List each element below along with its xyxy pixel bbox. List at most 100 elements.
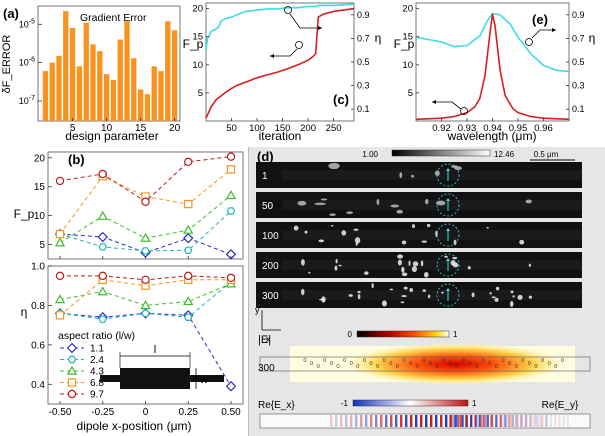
c-eta-arrow — [289, 13, 322, 29]
b-bottom-ytick-label-3: 1.0 — [31, 262, 45, 273]
field-hole-0 — [303, 357, 307, 363]
device-feature-1-4 — [376, 198, 380, 206]
re-ex-stripe-26 — [460, 415, 463, 427]
field-hole-9 — [362, 357, 366, 363]
field-hole-23 — [455, 363, 459, 369]
c-plot-xtick-label-2: 150 — [275, 123, 291, 134]
b-top-point-4-0 — [55, 176, 65, 186]
b-bottom-point-3-0 — [55, 311, 65, 320]
panel-d-label: (d) — [257, 149, 274, 164]
b-bottom-point-4-4 — [226, 273, 236, 283]
device-feature-2-5 — [355, 242, 358, 246]
b-top-point-2-3 — [183, 224, 194, 234]
panel-c-xlabel: iteration — [259, 129, 302, 143]
b-top-point-0-3 — [183, 232, 194, 244]
b-bottom-point-2-0 — [54, 294, 66, 304]
b-top-point-3-0 — [55, 229, 65, 239]
field-hole-30 — [501, 357, 505, 363]
device-feature-4-24 — [403, 286, 408, 290]
device-label-bg-4 — [256, 288, 282, 302]
c-plot-series-0 — [205, 3, 355, 51]
field-hole-34 — [527, 360, 531, 366]
device-feature-3-4 — [308, 271, 311, 274]
device-feature-2-15 — [486, 226, 489, 229]
a-xtick-label-3: 20 — [169, 123, 181, 134]
panel-b: 5 10 15 20 0.4 0.6 0.8 1.0 -0.50 -0.25 0 0.25 0.50 (… — [14, 151, 244, 433]
device-feature-1-3 — [424, 198, 429, 205]
field-hole-17 — [415, 363, 419, 369]
legend-label-2: 4.3 — [90, 367, 104, 378]
device-label-bg-2 — [256, 228, 282, 242]
e-plot-yltick-label-3: 20 — [402, 4, 413, 15]
b-top-point-2-4 — [225, 190, 237, 200]
re-ex-stripe-6 — [360, 415, 363, 427]
re-ey-stripe-2 — [453, 415, 456, 427]
device-feature-4-10 — [489, 291, 492, 295]
c-plot-xtick-label-1: 100 — [249, 123, 265, 134]
a-xtick-label-1: 10 — [101, 123, 113, 134]
field-hole-27 — [481, 357, 485, 363]
device-feature-4-25 — [348, 294, 353, 297]
field-hole-19 — [428, 360, 432, 366]
dipole-arrowhead-2 — [446, 228, 450, 231]
device-feature-3-18 — [528, 263, 531, 268]
re-ex-stripe-3 — [345, 415, 348, 427]
re-ey-stripe-0 — [445, 415, 447, 427]
panel-c: 50 100 150 200 250 5 10 15 20 0.1 0.3 0.5 0.7 0.9 (c)… — [183, 2, 381, 143]
device-feature-4-13 — [517, 294, 523, 300]
re-ex-stripe-20 — [430, 415, 433, 427]
b-bottom-point-4-3 — [184, 271, 193, 281]
dipole-ring-1 — [436, 193, 460, 217]
panel-b-inset: l w — [100, 344, 224, 389]
e-plot-yrtick-label-2: 0.5 — [572, 57, 585, 67]
device-feature-3-9 — [401, 272, 408, 277]
dipole-arrowhead-1 — [446, 198, 450, 201]
device-feature-0-4 — [454, 166, 462, 171]
b-bottom-ytick-label-1: 0.6 — [31, 340, 45, 351]
re-ey-stripe-16 — [512, 415, 515, 427]
device-feature-1-5 — [346, 211, 354, 215]
field-map-outline — [259, 356, 591, 372]
device-feature-3-5 — [335, 258, 338, 264]
bar-2 — [49, 62, 55, 121]
re-ey-stripe-13 — [499, 415, 502, 427]
bar-9 — [97, 51, 103, 122]
re-ey-stripe-8 — [478, 415, 481, 427]
device-feature-2-1 — [354, 237, 361, 244]
panel-e: 0.92 0.93 0.94 0.95 0.96 5 10 15 20 0.1 0.3 0.5 0.7 0… — [394, 2, 595, 143]
re-ey-stripe-1 — [449, 415, 452, 427]
panel-e-xlabel: wavelength (μm) — [447, 129, 537, 143]
legend-marker-4 — [67, 389, 77, 399]
axes-indicator: y x — [255, 305, 281, 344]
b-xtick-label-4: 0.50 — [221, 407, 241, 418]
c-plot-yltick-label-2: 15 — [192, 32, 203, 43]
bar-14 — [131, 58, 137, 121]
e-fp-arrow — [432, 101, 462, 110]
device-feature-2-9 — [293, 225, 299, 231]
re-ey-stripe-3 — [457, 415, 460, 427]
re-ex-stripe-42 — [540, 415, 543, 427]
re-ex-stripe-5 — [355, 415, 358, 427]
device-feature-0-1 — [399, 172, 403, 179]
b-top-point-0-1 — [97, 231, 108, 243]
re-ey-stripe-28 — [562, 415, 565, 427]
c-plot-yrtick-label-2: 0.5 — [357, 57, 370, 67]
re-ey-stripe-18 — [520, 415, 523, 427]
device-feature-3-10 — [411, 266, 417, 273]
re-ey-stripe-4 — [461, 415, 464, 427]
device-feature-2-0 — [353, 228, 359, 231]
e-plot-yrtick-label-4: 0.9 — [572, 10, 585, 20]
bar-3 — [56, 55, 62, 121]
re-colorbar-min: -1 — [341, 399, 349, 408]
field-colorbar-max: 1 — [453, 330, 458, 339]
field-hole-29 — [494, 363, 498, 369]
b-bottom-point-2-3 — [183, 296, 194, 306]
field-hole-4 — [329, 360, 333, 366]
b-xtick-label-2: 0 — [143, 407, 149, 418]
panel-e-ylabel-left: F_p — [394, 37, 415, 51]
epsilon-colorbar-max: 12.46 — [494, 150, 515, 159]
re-ex-stripe-19 — [425, 415, 428, 427]
bar-7 — [83, 22, 89, 122]
field-hole-39 — [560, 357, 564, 363]
